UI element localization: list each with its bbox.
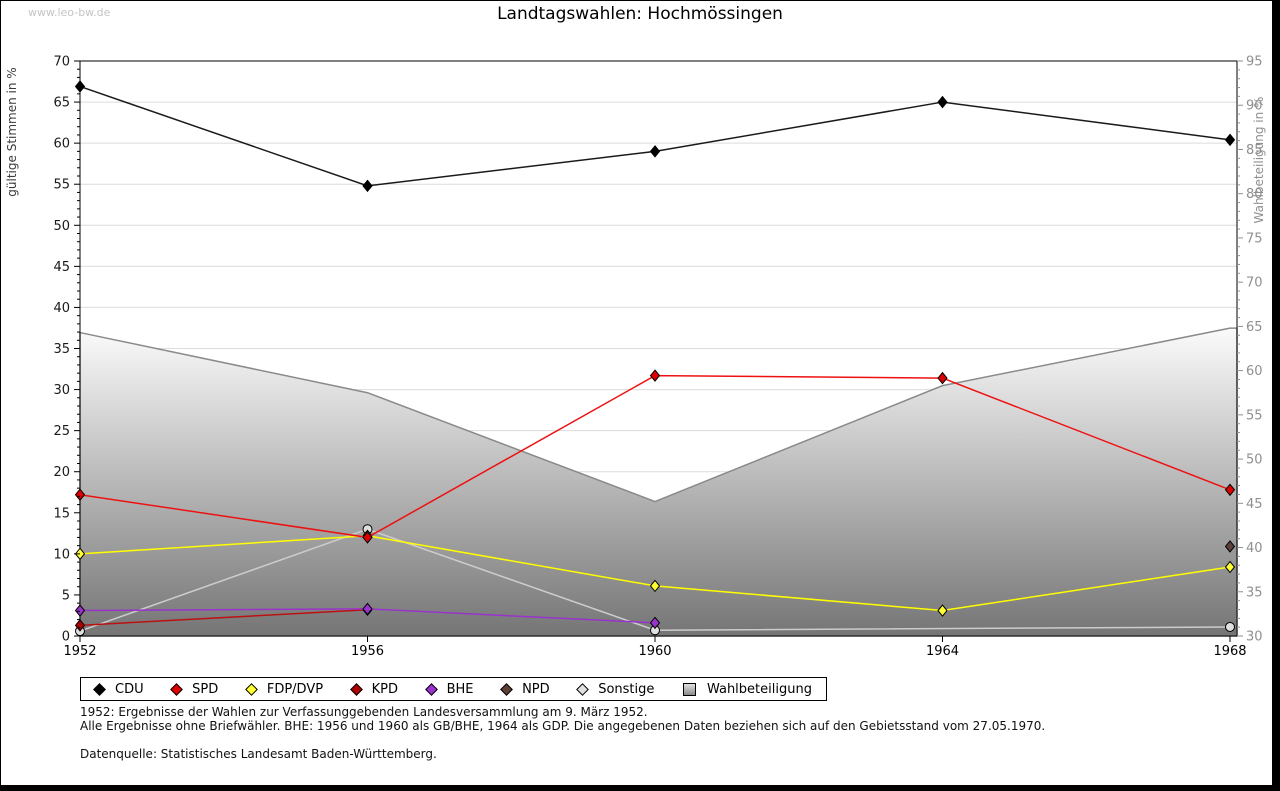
svg-text:60: 60	[53, 137, 70, 152]
legend-marker-fdp-dvp	[244, 682, 258, 696]
series-spd	[74, 369, 1236, 544]
legend: CDU SPD FDP/DVP KPD BHE NPD Sonstige Wahlbeteil…	[80, 677, 827, 701]
svg-text:10: 10	[53, 547, 70, 562]
legend-item-fdp-dvp: FDP/DVP	[244, 681, 324, 697]
legend-item-wahlbeteiligung: Wahlbeteiligung	[682, 681, 812, 697]
series-cdu	[74, 80, 1236, 193]
svg-text:20: 20	[53, 465, 70, 480]
legend-item-spd: SPD	[170, 681, 219, 697]
svg-text:gültige Stimmen in %: gültige Stimmen in %	[5, 67, 19, 196]
svg-text:35: 35	[1246, 585, 1263, 600]
page-title: Landtagswahlen: Hochmössingen	[497, 4, 783, 24]
legend-marker-kpd	[349, 682, 363, 696]
series-npd	[1224, 540, 1236, 553]
legend-item-npd: NPD	[500, 681, 550, 697]
y-axis-left: 0 5 10 15 20 25 30 35 40 45 50 55 60 65 70 gültige Stim…	[5, 55, 80, 645]
svg-text:45: 45	[53, 260, 70, 275]
legend-label: Sonstige	[598, 681, 655, 697]
legend-item-kpd: KPD	[349, 681, 399, 697]
legend-label: FDP/DVP	[266, 681, 324, 697]
legend-item-cdu: CDU	[93, 681, 144, 697]
legend-marker-bhe	[424, 682, 438, 696]
legend-marker-npd	[500, 682, 513, 696]
svg-text:35: 35	[53, 342, 70, 357]
svg-text:55: 55	[53, 178, 70, 193]
svg-text:1952: 1952	[63, 644, 96, 659]
legend-item-sonstige: Sonstige	[576, 681, 655, 697]
svg-text:60: 60	[1246, 364, 1263, 379]
series-group	[74, 60, 1238, 637]
svg-text:1964: 1964	[926, 644, 959, 659]
svg-text:65: 65	[1246, 320, 1263, 335]
svg-text:40: 40	[53, 301, 70, 316]
svg-text:1960: 1960	[638, 644, 671, 659]
legend-label: Wahlbeteiligung	[706, 681, 812, 697]
svg-text:90: 90	[1246, 99, 1263, 114]
svg-text:50: 50	[53, 219, 70, 234]
svg-text:1968: 1968	[1213, 644, 1246, 659]
svg-text:Wahlbeteiligung in %: Wahlbeteiligung in %	[1252, 97, 1266, 224]
svg-text:75: 75	[1246, 231, 1263, 246]
x-axis: 1952 1956 1960 1964 1968	[63, 636, 1247, 659]
svg-text:30: 30	[53, 383, 70, 398]
footnotes: 1952: Ergebnisse der Wahlen zur Verfassu…	[80, 705, 1046, 762]
svg-text:15: 15	[53, 506, 70, 521]
series-bhe	[74, 602, 661, 630]
svg-text:85: 85	[1246, 143, 1263, 158]
svg-text:70: 70	[53, 55, 70, 70]
legend-marker-wahlbeteiligung	[682, 682, 696, 696]
svg-text:70: 70	[1246, 276, 1263, 291]
svg-text:95: 95	[1246, 55, 1263, 70]
svg-text:1956: 1956	[351, 644, 384, 659]
svg-text:25: 25	[53, 424, 70, 439]
footnote-line: Alle Ergebnisse ohne Briefwähler. BHE: 1…	[80, 718, 1046, 733]
footnote-source: Datenquelle: Statistisches Landesamt Bad…	[80, 747, 437, 761]
legend-label: NPD	[522, 681, 550, 697]
svg-text:5: 5	[62, 588, 70, 603]
svg-text:40: 40	[1246, 541, 1263, 556]
legend-marker-sonstige	[576, 682, 590, 696]
svg-text:65: 65	[53, 96, 70, 111]
legend-item-bhe: BHE	[424, 681, 474, 697]
svg-text:55: 55	[1246, 408, 1263, 423]
legend-label: KPD	[371, 681, 399, 697]
legend-label: BHE	[446, 681, 474, 697]
watermark: www.leo-bw.de	[28, 6, 111, 19]
svg-text:50: 50	[1246, 453, 1263, 468]
legend-label: SPD	[192, 681, 219, 697]
legend-marker-cdu	[93, 682, 106, 696]
svg-text:0: 0	[62, 630, 70, 645]
legend-marker-spd	[170, 682, 184, 696]
footnote-line: 1952: Ergebnisse der Wahlen zur Verfassu…	[80, 705, 648, 719]
y-axis-right: 30 35 40 45 50 55 60 65 70 75 80 85 90 95 Wahlbeteilig…	[1237, 55, 1266, 645]
svg-text:80: 80	[1246, 187, 1263, 202]
legend-label: CDU	[115, 681, 144, 697]
svg-text:30: 30	[1246, 630, 1263, 645]
svg-text:45: 45	[1246, 497, 1263, 512]
